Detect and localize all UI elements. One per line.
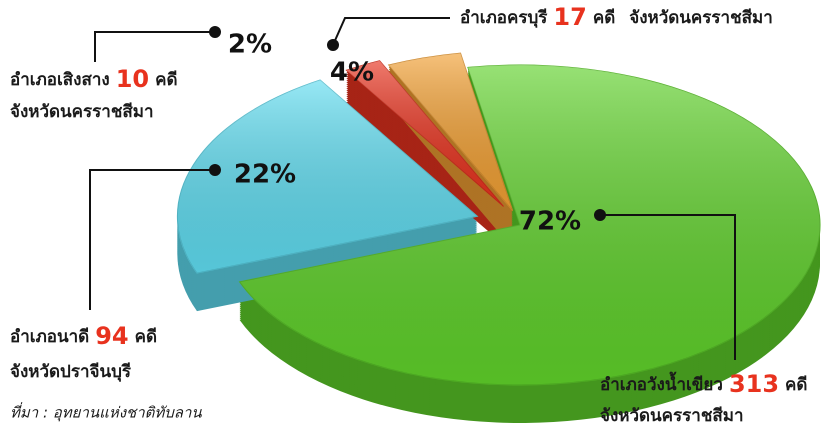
pie: [176, 52, 821, 424]
slice-shade: [346, 60, 504, 207]
case-count: 17: [553, 3, 586, 31]
case-unit: คดี: [135, 326, 157, 347]
leader-line: [332, 17, 450, 46]
percent-label: 72%: [519, 207, 581, 237]
district-label: อำเภอนาดี 94 คดี: [10, 322, 157, 350]
leader-line: [600, 214, 736, 360]
district-name: อำเภอนาดี: [10, 326, 89, 347]
leader-dot: [327, 39, 339, 51]
case-count: 313: [729, 370, 779, 398]
district-label: อำเภอวังน้ำเขียว 313 คดี: [600, 370, 807, 398]
case-unit: คดี: [785, 374, 807, 395]
province-label: จังหวัดปราจีนบุรี: [10, 361, 132, 382]
province-label: จังหวัดนครราชสีมา: [600, 405, 744, 426]
leader-dot: [209, 26, 221, 38]
percent-label: 4%: [330, 58, 374, 88]
district-name: อำเภอเสิงสาง: [10, 70, 110, 90]
labels: 72%อำเภอวังน้ำเขียว 313 คดีจังหวัดนครราชสี…: [10, 3, 807, 426]
slice-shade: [388, 53, 513, 211]
source: ที่มา : อุทยานแห่งชาติทับลาน: [10, 402, 202, 422]
leader-line: [94, 31, 215, 62]
province-label: จังหวัดนครราชสีมา: [10, 101, 154, 122]
leader-dot: [594, 209, 606, 221]
case-unit: คดี: [155, 69, 177, 90]
case-count: 10: [116, 65, 149, 93]
province-label: จังหวัดนครราชสีมา: [629, 7, 773, 28]
percent-label: 2%: [228, 30, 272, 60]
district-label: อำเภอเสิงสาง 10 คดี: [10, 65, 178, 93]
district-label: อำเภอครบุรี 17 คดี จังหวัดนครราชสีมา: [460, 3, 773, 31]
percent-label: 22%: [234, 160, 296, 190]
leader-dot: [209, 164, 221, 176]
district-name: อำเภอครบุรี: [460, 7, 548, 28]
slice-shade: [239, 65, 820, 386]
slice-shade: [177, 80, 478, 274]
leader-line: [89, 169, 215, 310]
case-count: 94: [95, 322, 128, 350]
case-unit: คดี: [593, 7, 615, 28]
district-name: อำเภอวังน้ำเขียว: [600, 371, 723, 395]
